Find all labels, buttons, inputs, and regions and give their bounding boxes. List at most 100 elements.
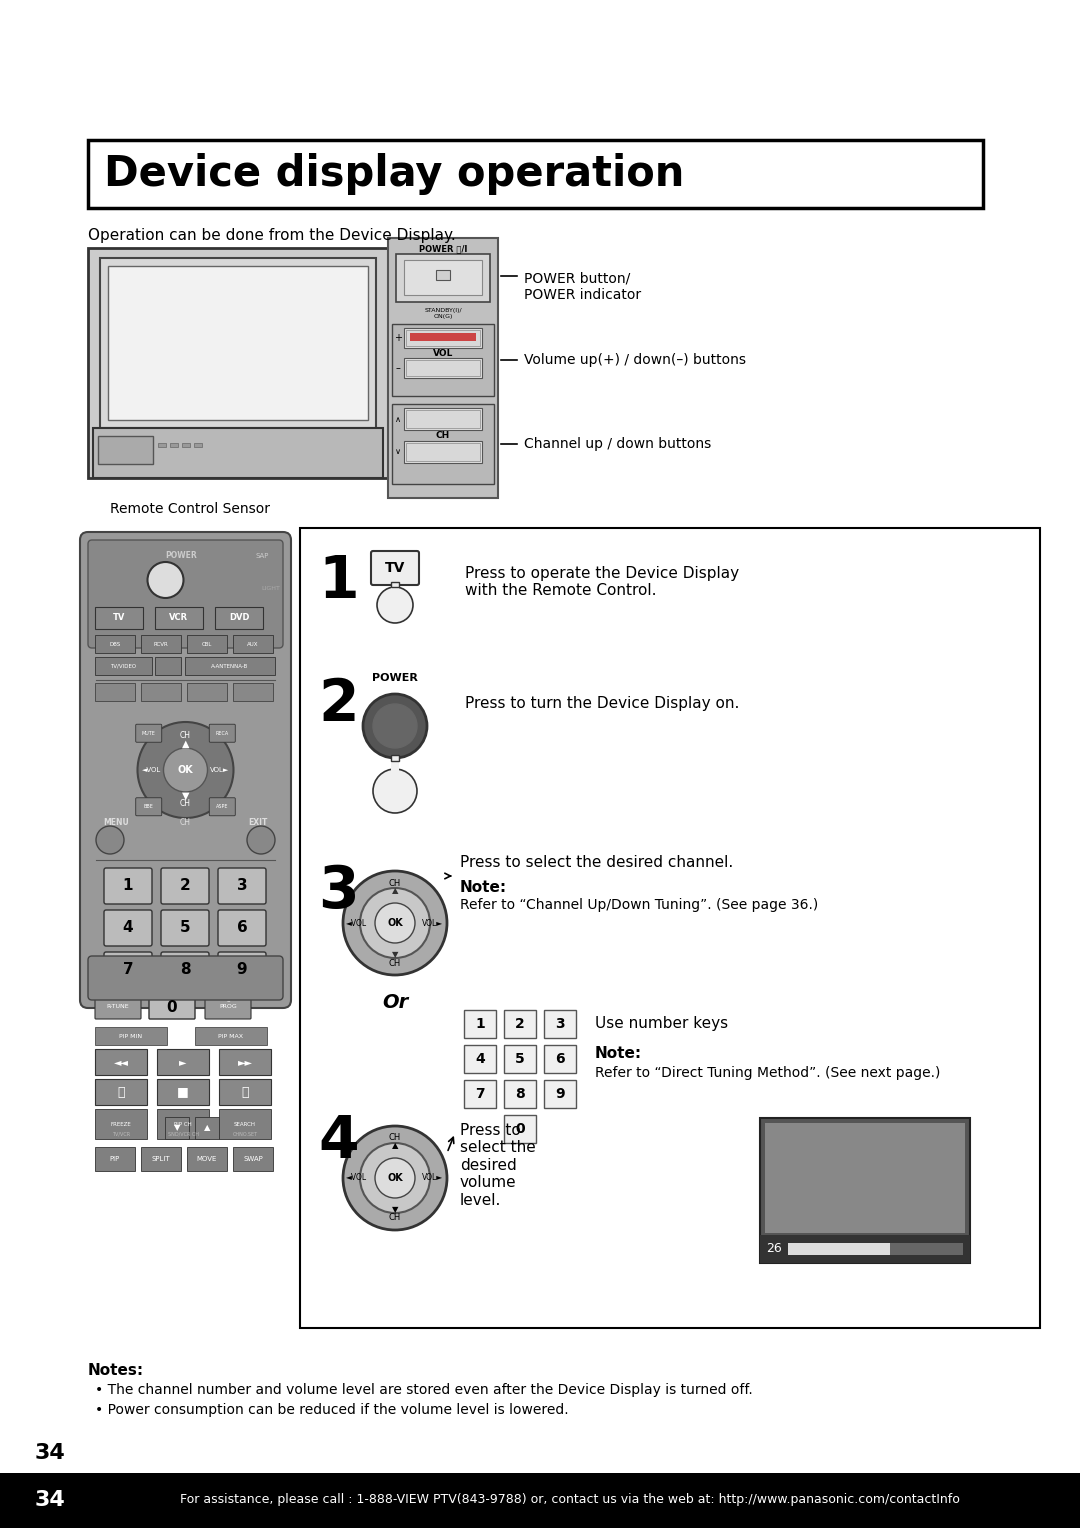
Text: VOL►: VOL►	[422, 918, 444, 927]
Bar	[406, 361, 480, 376]
FancyBboxPatch shape	[157, 1109, 210, 1138]
Text: 3: 3	[318, 863, 359, 920]
Text: Refer to “Channel Up/Down Tuning”. (See page 36.): Refer to “Channel Up/Down Tuning”. (See …	[460, 898, 819, 912]
Text: Note:: Note:	[460, 880, 508, 895]
Text: Press to
select the
desired
volume
level.: Press to select the desired volume level…	[460, 1123, 536, 1207]
Text: 1: 1	[475, 1018, 485, 1031]
Bar	[760, 1235, 970, 1264]
FancyBboxPatch shape	[185, 657, 275, 675]
Text: Operation can be done from the Device Display.: Operation can be done from the Device Di…	[87, 228, 456, 243]
Text: CH: CH	[389, 879, 401, 888]
FancyBboxPatch shape	[544, 1080, 576, 1108]
Text: DVD: DVD	[229, 614, 249, 622]
FancyBboxPatch shape	[219, 1050, 271, 1076]
Text: 0: 0	[166, 999, 177, 1015]
Text: 6: 6	[555, 1051, 565, 1067]
Text: Press to operate the Device Display
with the Remote Control.: Press to operate the Device Display with…	[465, 565, 739, 599]
Text: CH: CH	[180, 817, 191, 827]
Text: 26: 26	[766, 1242, 782, 1256]
FancyBboxPatch shape	[218, 952, 266, 989]
Text: 7: 7	[123, 963, 133, 978]
FancyBboxPatch shape	[95, 657, 152, 675]
Text: ◄VOL: ◄VOL	[141, 767, 161, 773]
Circle shape	[377, 587, 413, 623]
Circle shape	[375, 903, 415, 943]
Text: ►►: ►►	[238, 1057, 253, 1067]
FancyBboxPatch shape	[104, 868, 152, 905]
Text: RCVR: RCVR	[153, 642, 168, 646]
Circle shape	[360, 888, 430, 958]
Circle shape	[360, 1143, 430, 1213]
Bar	[406, 443, 480, 461]
Text: Use number keys: Use number keys	[595, 1016, 728, 1031]
Text: +: +	[394, 333, 402, 342]
Text: ∨: ∨	[395, 448, 401, 457]
Text: 34: 34	[35, 1490, 66, 1510]
Text: PIP MAX: PIP MAX	[218, 1033, 243, 1039]
FancyBboxPatch shape	[87, 957, 283, 999]
FancyBboxPatch shape	[187, 683, 227, 701]
FancyBboxPatch shape	[80, 532, 291, 1008]
Bar	[392, 324, 494, 396]
Text: SWAP: SWAP	[243, 1157, 262, 1161]
Text: For assistance, please call : 1-888-VIEW PTV(843-9788) or, contact us via the we: For assistance, please call : 1-888-VIEW…	[180, 1493, 960, 1507]
FancyBboxPatch shape	[504, 1080, 536, 1108]
Bar	[300, 529, 1040, 1328]
Text: • Power consumption can be reduced if the volume level is lowered.: • Power consumption can be reduced if th…	[95, 1403, 569, 1416]
Text: CH: CH	[180, 732, 191, 741]
Text: Note:: Note:	[595, 1047, 643, 1060]
FancyBboxPatch shape	[136, 798, 162, 816]
Text: TV: TV	[384, 561, 405, 575]
Text: ◄VOL: ◄VOL	[347, 918, 367, 927]
Text: Refer to “Direct Tuning Method”. (See next page.): Refer to “Direct Tuning Method”. (See ne…	[595, 1067, 941, 1080]
Bar	[391, 756, 399, 792]
Text: ⏺: ⏺	[241, 1085, 248, 1099]
FancyBboxPatch shape	[195, 1027, 267, 1045]
Bar	[108, 266, 368, 420]
Text: ▲: ▲	[392, 1141, 399, 1151]
FancyBboxPatch shape	[195, 1117, 219, 1138]
FancyBboxPatch shape	[165, 1117, 189, 1138]
Text: SPLIT: SPLIT	[151, 1157, 171, 1161]
FancyBboxPatch shape	[218, 868, 266, 905]
Text: TV/VCR: TV/VCR	[112, 1132, 130, 1137]
Text: POWER: POWER	[165, 552, 198, 559]
FancyBboxPatch shape	[104, 952, 152, 989]
FancyBboxPatch shape	[95, 1148, 135, 1170]
Text: • The channel number and volume level are stored even after the Device Display i: • The channel number and volume level ar…	[95, 1383, 753, 1397]
Bar	[406, 410, 480, 428]
Text: LIGHT: LIGHT	[261, 587, 280, 591]
Text: CH: CH	[389, 1134, 401, 1143]
Bar	[404, 329, 482, 348]
Text: TV/VIDEO: TV/VIDEO	[110, 663, 136, 669]
Text: VCR: VCR	[170, 614, 189, 622]
FancyBboxPatch shape	[136, 724, 162, 743]
Circle shape	[373, 769, 417, 813]
Bar	[406, 330, 480, 345]
Text: 5: 5	[515, 1051, 525, 1067]
Bar	[194, 443, 202, 448]
Text: Or: Or	[382, 993, 408, 1012]
Text: Press to select the desired channel.: Press to select the desired channel.	[460, 856, 733, 869]
FancyBboxPatch shape	[141, 1148, 181, 1170]
Circle shape	[373, 704, 417, 749]
FancyBboxPatch shape	[464, 1080, 496, 1108]
FancyBboxPatch shape	[149, 995, 195, 1019]
Text: POWER ⏻/I: POWER ⏻/I	[419, 244, 468, 254]
Text: TV: TV	[112, 614, 125, 622]
Text: EXIT: EXIT	[248, 817, 268, 827]
Text: 1: 1	[123, 879, 133, 894]
Text: Remote Control Sensor: Remote Control Sensor	[110, 503, 270, 516]
FancyBboxPatch shape	[210, 724, 235, 743]
Text: 4: 4	[318, 1112, 359, 1170]
Text: R-TUNE: R-TUNE	[107, 1004, 130, 1010]
Bar	[0, 1473, 1080, 1528]
Text: ▼: ▼	[392, 950, 399, 960]
Text: 8: 8	[179, 963, 190, 978]
Text: ▼: ▼	[392, 1206, 399, 1215]
Bar	[404, 442, 482, 463]
Bar	[158, 443, 166, 448]
Text: DBS: DBS	[109, 642, 121, 646]
FancyBboxPatch shape	[544, 1045, 576, 1073]
Text: 2: 2	[179, 879, 190, 894]
